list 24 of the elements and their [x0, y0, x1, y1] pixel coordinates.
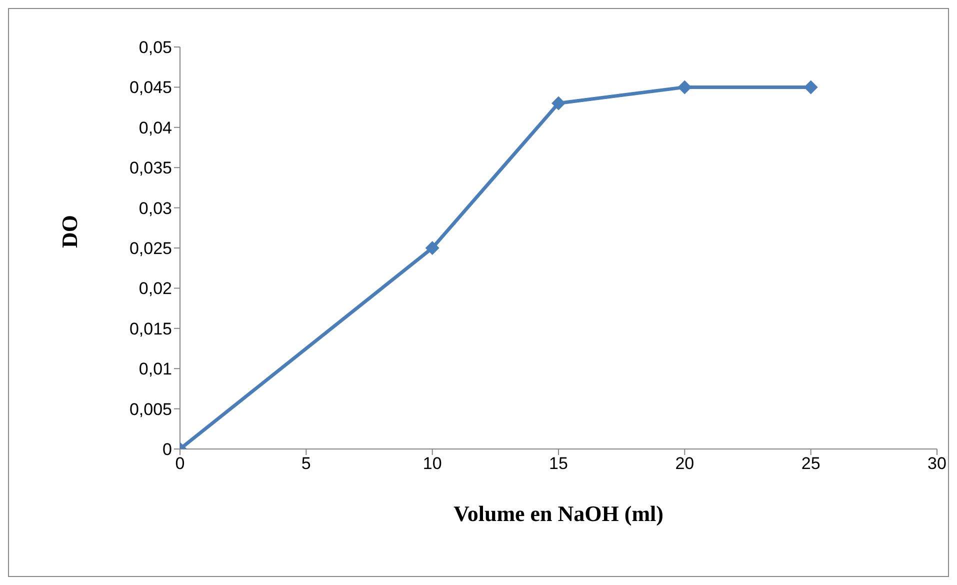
x-tick-label: 25: [801, 454, 820, 474]
y-tick-label: 0,05: [138, 38, 172, 58]
x-tick-label: 10: [422, 454, 442, 474]
y-tick-label: 0,01: [138, 360, 172, 379]
y-tick-label: 0,025: [129, 239, 172, 258]
y-tick-label: 0,03: [138, 198, 172, 218]
x-tick-label: 0: [175, 454, 185, 474]
x-tick-label: 15: [549, 454, 568, 474]
x-tick-label: 20: [675, 454, 694, 474]
x-tick-label: 30: [928, 454, 946, 474]
point: [552, 96, 566, 110]
x-axis-title: Volume en NaOH (ml): [453, 501, 664, 526]
y-tick-label: 0,04: [138, 118, 172, 138]
y-tick-label: 0,02: [138, 279, 172, 298]
point: [425, 241, 440, 255]
y-tick-label: 0,005: [129, 400, 172, 419]
y-tick-label: 0,035: [129, 158, 172, 178]
y-tick-label: 0: [162, 440, 172, 460]
x-tick-label: 5: [301, 454, 311, 474]
y-tick-label: 0,015: [129, 319, 172, 338]
point: [804, 80, 818, 94]
y-axis-title: DO: [56, 215, 82, 248]
point: [678, 80, 692, 94]
y-tick-label: 0,045: [129, 78, 172, 98]
